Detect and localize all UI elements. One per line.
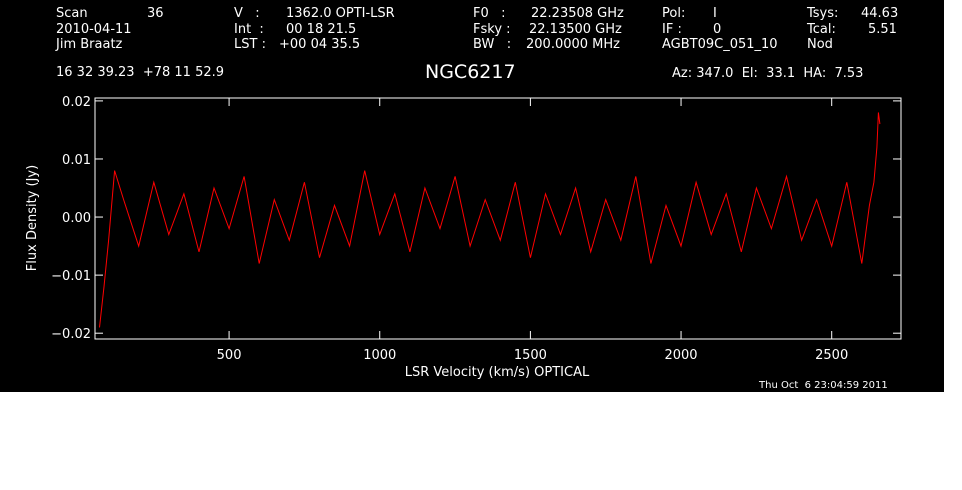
fsky-label: Fsky : [473, 22, 511, 37]
int-label: Int : [234, 22, 264, 37]
x-axis: 500 1000 1500 2000 2500 [217, 98, 848, 363]
x-tick-label: 1000 [363, 348, 396, 363]
tcal-label: Tcal: [807, 22, 836, 37]
timestamp: Thu Oct 6 23:04:59 2011 [759, 380, 888, 391]
lst-label: LST : [234, 37, 266, 52]
x-axis-title: LSR Velocity (km/s) OPTICAL [405, 365, 590, 380]
source-name: NGC6217 [425, 61, 516, 83]
observer-name: Jim Braatz [56, 37, 123, 52]
f0-value: 22.23508 GHz [531, 6, 624, 21]
plot-frame [94, 97, 902, 340]
tsys-label: Tsys: [807, 6, 839, 21]
project-id: AGBT09C_051_10 [662, 37, 778, 52]
tcal-value: 5.51 [868, 22, 897, 37]
az-el-ha: Az: 347.0 El: 33.1 HA: 7.53 [672, 66, 864, 81]
x-tick-label: 2500 [815, 348, 848, 363]
pol-label: Pol: [662, 6, 686, 21]
velocity-label: V : [234, 6, 260, 21]
y-tick-label: −0.02 [51, 327, 91, 342]
y-axis-title: Flux Density (Jy) [25, 165, 40, 271]
velocity-value: 1362.0 OPTI-LSR [286, 6, 395, 21]
observing-mode: Nod [807, 37, 833, 52]
spectrum-chart: 500 1000 1500 2000 2500 −0.02 −0.01 0.00 0.01 0.… [25, 95, 902, 380]
x-tick-label: 1500 [514, 348, 547, 363]
scan-value: 36 [147, 6, 164, 21]
f0-label: F0 : [473, 6, 506, 21]
x-tick-label: 2000 [664, 348, 697, 363]
int-value: 00 18 21.5 [286, 22, 357, 37]
tsys-value: 44.63 [861, 6, 899, 21]
fsky-value: 22.13500 GHz [529, 22, 622, 37]
y-tick-label: 0.02 [62, 95, 91, 110]
y-tick-label: 0.00 [62, 211, 91, 226]
y-tick-label: −0.01 [51, 269, 91, 284]
y-tick-label: 0.01 [62, 153, 91, 168]
bw-label: BW : [473, 37, 512, 52]
source-coordinates: 16 32 39.23 +78 11 52.9 [56, 65, 225, 80]
bw-value: 200.0000 MHz [526, 37, 620, 52]
pol-value: I [713, 6, 717, 21]
x-tick-label: 500 [217, 348, 242, 363]
y-axis: −0.02 −0.01 0.00 0.01 0.02 [51, 95, 901, 342]
lst-value: +00 04 35.5 [279, 37, 361, 52]
if-label: IF : [662, 22, 682, 37]
spectrum-series-line [99, 112, 881, 328]
observation-date: 2010-04-11 [56, 22, 132, 37]
scan-label: Scan [56, 6, 88, 21]
if-value: 0 [713, 22, 722, 37]
